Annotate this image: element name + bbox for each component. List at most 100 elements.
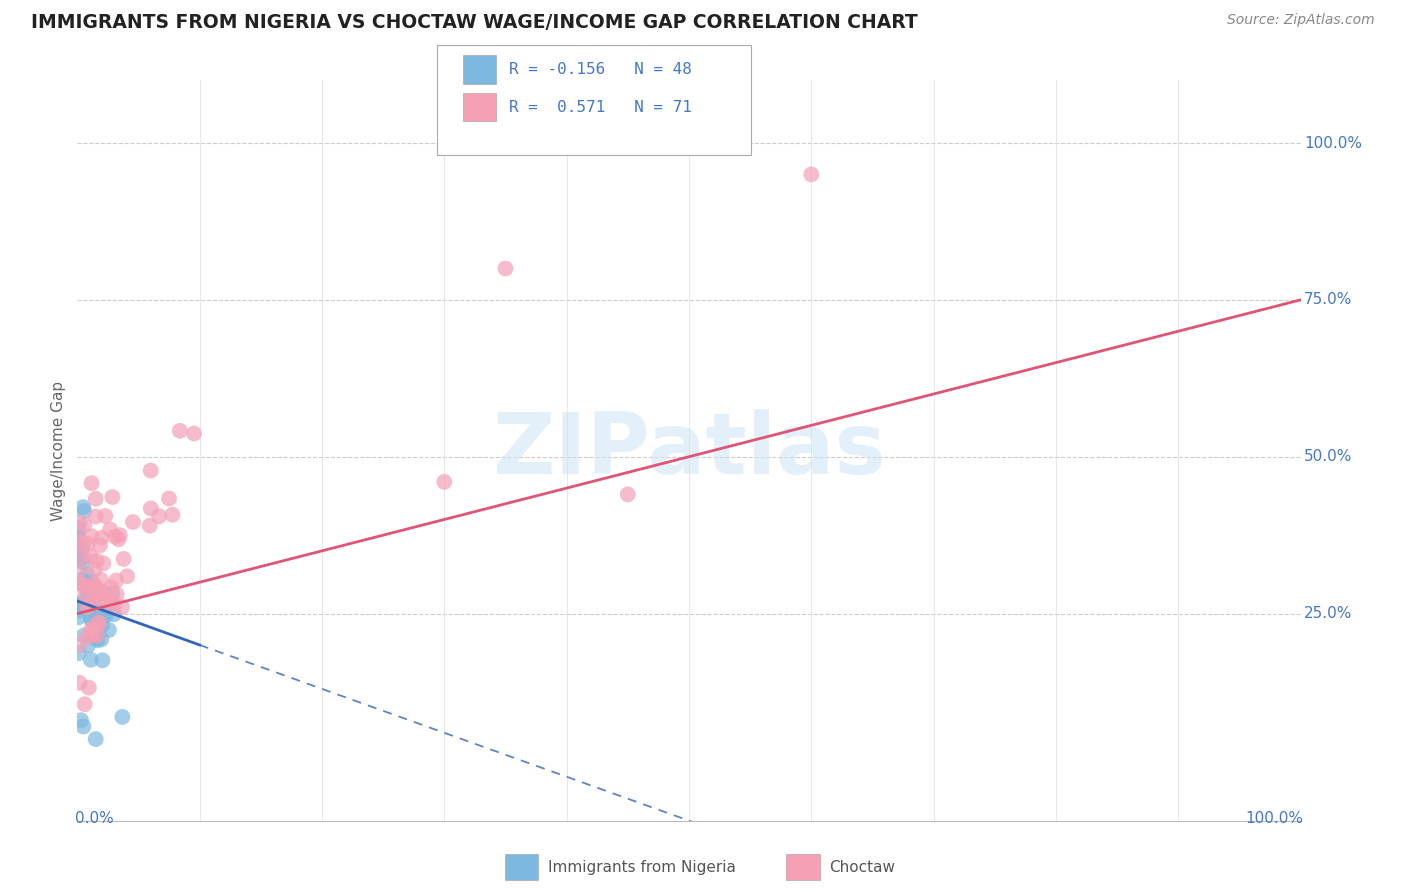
Point: [91, 557, 114, 571]
Point: [91, 653, 114, 667]
Point: [72, 538, 94, 552]
Point: [107, 533, 129, 547]
Point: [84, 580, 107, 594]
Point: [70, 550, 93, 565]
Point: [67, 675, 90, 690]
Point: [86, 633, 108, 648]
Point: [69, 516, 91, 530]
Point: [76, 567, 98, 582]
Point: [67, 562, 90, 576]
Point: [75, 578, 97, 592]
Point: [69, 575, 91, 590]
Point: [94, 608, 117, 623]
Point: [76, 600, 98, 615]
Point: [94, 509, 117, 524]
Point: [77, 597, 100, 611]
Point: [83, 563, 105, 577]
Point: [84, 582, 107, 597]
Point: [84, 509, 107, 524]
Point: [111, 600, 134, 615]
Point: [101, 587, 124, 601]
Point: [67, 544, 90, 558]
Point: [617, 487, 640, 501]
Point: [87, 616, 110, 631]
Point: [495, 261, 517, 276]
Point: [77, 583, 100, 598]
Point: [101, 490, 124, 504]
Point: [67, 533, 90, 548]
Point: [69, 598, 91, 612]
Point: [80, 653, 103, 667]
Point: [139, 501, 162, 516]
Point: [73, 628, 96, 642]
Point: [89, 586, 111, 600]
Text: 0.0%: 0.0%: [75, 811, 114, 826]
Point: [157, 491, 180, 506]
Point: [84, 732, 107, 747]
Point: [76, 537, 98, 551]
Point: [433, 475, 456, 489]
Point: [139, 518, 162, 533]
Point: [76, 630, 98, 644]
Point: [100, 581, 122, 595]
Point: [67, 521, 90, 535]
Point: [75, 601, 97, 615]
Point: [183, 426, 205, 441]
Point: [77, 588, 100, 602]
Text: 50.0%: 50.0%: [1305, 450, 1353, 464]
Text: Choctaw: Choctaw: [830, 860, 896, 874]
Point: [73, 518, 96, 533]
Point: [90, 531, 112, 545]
Point: [82, 591, 104, 605]
Point: [108, 528, 131, 542]
Text: 100.0%: 100.0%: [1305, 136, 1362, 151]
Point: [84, 632, 107, 646]
Point: [86, 554, 108, 568]
Point: [112, 552, 135, 566]
Point: [87, 615, 110, 630]
Point: [80, 622, 103, 636]
Point: [72, 719, 94, 733]
Point: [98, 523, 121, 537]
Text: Immigrants from Nigeria: Immigrants from Nigeria: [548, 860, 737, 874]
Point: [77, 639, 100, 653]
Point: [80, 476, 103, 491]
Point: [162, 508, 184, 522]
Point: [70, 578, 93, 592]
Point: [77, 681, 100, 695]
Point: [72, 549, 94, 563]
Point: [69, 604, 91, 618]
Point: [80, 529, 103, 543]
Point: [73, 504, 96, 518]
Point: [87, 605, 110, 619]
Point: [69, 596, 91, 610]
Point: [80, 611, 103, 625]
Text: IMMIGRANTS FROM NIGERIA VS CHOCTAW WAGE/INCOME GAP CORRELATION CHART: IMMIGRANTS FROM NIGERIA VS CHOCTAW WAGE/…: [31, 13, 918, 32]
Point: [104, 530, 127, 544]
Point: [800, 168, 823, 182]
Point: [97, 623, 120, 637]
Point: [67, 610, 90, 624]
Text: 100.0%: 100.0%: [1244, 811, 1303, 826]
Point: [75, 588, 97, 602]
Point: [105, 574, 128, 588]
Point: [77, 602, 100, 616]
Point: [69, 552, 91, 566]
Point: [83, 589, 105, 603]
Point: [80, 628, 103, 642]
Point: [76, 576, 98, 591]
Point: [148, 509, 170, 524]
Text: Source: ZipAtlas.com: Source: ZipAtlas.com: [1227, 13, 1375, 28]
Text: 75.0%: 75.0%: [1305, 293, 1353, 308]
Point: [89, 596, 111, 610]
Point: [67, 639, 90, 653]
Text: R =  0.571   N = 71: R = 0.571 N = 71: [509, 100, 692, 114]
Point: [79, 549, 101, 563]
Point: [69, 537, 91, 551]
Point: [83, 627, 105, 641]
Point: [83, 577, 105, 591]
Point: [83, 598, 105, 612]
Point: [70, 713, 93, 727]
Text: ZIPatlas: ZIPatlas: [492, 409, 886, 492]
Point: [67, 531, 90, 545]
